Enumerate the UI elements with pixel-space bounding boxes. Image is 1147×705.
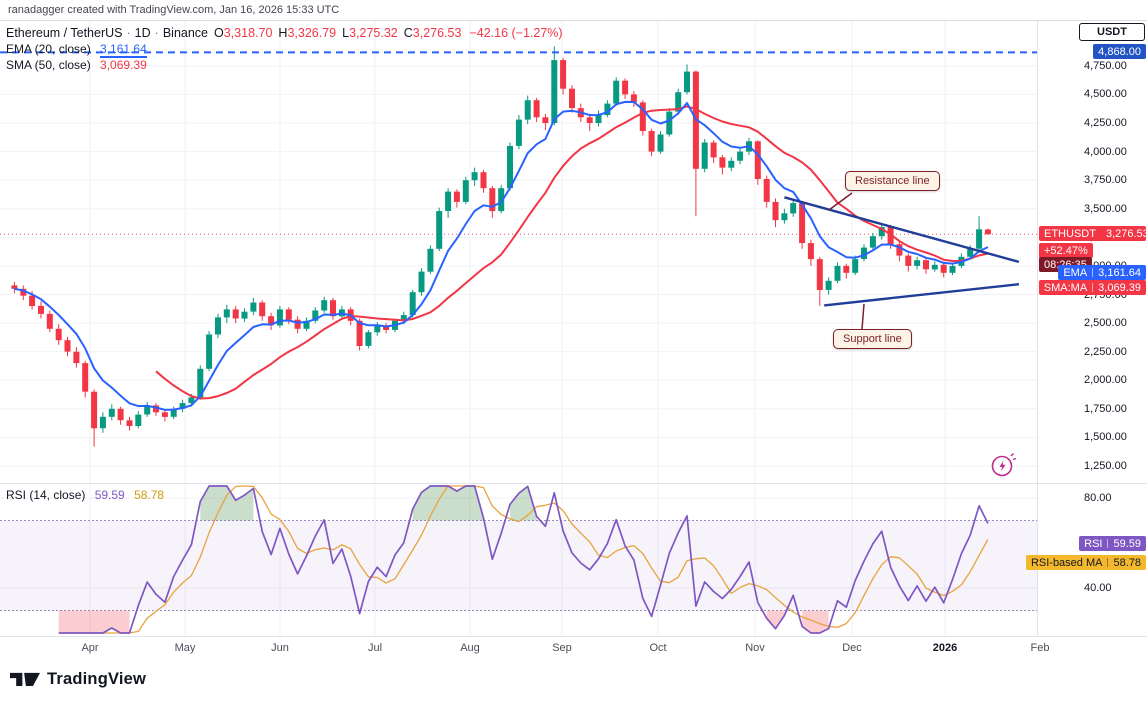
time-axis[interactable]: Apr May Jun Jul Aug Sep Oct Nov Dec 2026 Feb xyxy=(0,636,1147,659)
ema-badge-label: EMA xyxy=(1063,266,1088,279)
last-badge-price: 3,276.53 xyxy=(1105,227,1147,240)
change-value: −42.16 (−1.27%) xyxy=(469,26,563,40)
time-axis-label: Dec xyxy=(842,642,862,654)
ema-badge-value: 3,161.64 xyxy=(1098,266,1141,279)
price-tick-label: 1,250.00 xyxy=(1084,460,1127,472)
separator: · xyxy=(154,26,159,40)
badge-divider xyxy=(1092,268,1094,277)
ohlc-high-label: H xyxy=(278,26,288,40)
attribution-text: ranadagger created with TradingView.com,… xyxy=(8,4,340,16)
badge-divider xyxy=(1092,283,1094,292)
rsi-ma-badge-value: 58.78 xyxy=(1113,556,1141,569)
change-percent-badge: +52.47% xyxy=(1039,243,1093,258)
rsi-chart-canvas[interactable] xyxy=(0,483,1037,636)
rsi-badge-label: RSI xyxy=(1084,537,1103,550)
time-axis-label: Aug xyxy=(460,642,480,654)
ohlc-open-value: 3,318.70 xyxy=(223,26,273,40)
tradingview-wordmark[interactable]: TradingView xyxy=(47,669,147,688)
time-axis-label: Apr xyxy=(81,642,99,654)
chart-frame: Ethereum / TetherUS · 1D · Binance O3,318.70 H… xyxy=(0,20,1147,659)
ath-price-badge: 4,868.00 xyxy=(1093,44,1146,59)
price-axis-column[interactable]: USDT 4,750.00 4,500.00 4,250.00 4,000.00 3,7… xyxy=(1025,21,1147,636)
time-axis-label: 2026 xyxy=(932,642,958,654)
tradingview-logo-icon[interactable] xyxy=(10,668,40,690)
lightning-icon[interactable] xyxy=(989,451,1017,479)
rsi-value: 59.59 xyxy=(94,488,125,502)
badge-divider xyxy=(1107,558,1109,567)
price-tick-label: 1,500.00 xyxy=(1084,431,1127,443)
time-axis-label: Sep xyxy=(552,642,572,654)
ema-price-badge: EMA 3,161.64 xyxy=(1058,265,1146,280)
ohlc-close-value: 3,276.53 xyxy=(412,26,462,40)
ema-legend-row[interactable]: EMA (20, close) 3,161.64 xyxy=(6,41,563,58)
price-tick-label: 2,250.00 xyxy=(1084,346,1127,358)
price-tick-label: 1,750.00 xyxy=(1084,403,1127,415)
last-price-badge: ETHUSDT 3,276.53 xyxy=(1039,226,1147,241)
ohlc-close-label: C xyxy=(403,26,413,40)
time-axis-label: Nov xyxy=(745,642,765,654)
symbol-title: Ethereum / TetherUS xyxy=(6,26,123,40)
time-axis-label: Feb xyxy=(1030,642,1050,654)
rsi-legend-row[interactable]: RSI (14, close) 59.59 58.78 xyxy=(6,488,164,502)
price-tick-label: 2,500.00 xyxy=(1084,317,1127,329)
time-axis-label: May xyxy=(174,642,196,654)
ema-value: 3,161.64 xyxy=(100,42,147,58)
sma-price-badge: SMA:MA 3,069.39 xyxy=(1038,280,1146,295)
rsi-tick-label: 40.00 xyxy=(1084,582,1112,594)
price-chart-canvas[interactable] xyxy=(0,21,1037,483)
sma-legend-row[interactable]: SMA (50, close) 3,069.39 xyxy=(6,57,563,73)
rsi-tick-label: 80.00 xyxy=(1084,492,1112,504)
time-axis-label: Jun xyxy=(271,642,289,654)
panel-divider xyxy=(0,483,1147,484)
rsi-ma-badge-label: RSI-based MA xyxy=(1030,556,1103,569)
exchange-label: Binance xyxy=(162,26,209,40)
price-tick-label: 4,500.00 xyxy=(1084,88,1127,100)
price-tick-label: 4,250.00 xyxy=(1084,117,1127,129)
rsi-value-badge: RSI 59.59 xyxy=(1079,536,1146,551)
separator: · xyxy=(126,26,131,40)
rsi-ma-value-badge: RSI-based MA 58.78 xyxy=(1025,555,1146,570)
time-axis-label: Jul xyxy=(367,642,383,654)
sma-value: 3,069.39 xyxy=(100,58,147,72)
rsi-label: RSI (14, close) xyxy=(6,488,86,502)
time-axis-label: Oct xyxy=(649,642,667,654)
currency-label: USDT xyxy=(1079,23,1145,41)
resistance-callout[interactable]: Resistance line xyxy=(845,171,940,191)
ohlc-open-label: O xyxy=(214,26,224,40)
sma-badge-value: 3,069.39 xyxy=(1098,281,1141,294)
price-tick-label: 3,750.00 xyxy=(1084,174,1127,186)
support-callout[interactable]: Support line xyxy=(833,329,912,349)
ohlc-low-label: L xyxy=(342,26,350,40)
ohlc-low-value: 3,275.32 xyxy=(349,26,398,40)
footer-brand: TradingView xyxy=(10,668,146,690)
rsi-ma-value: 58.78 xyxy=(134,488,165,502)
symbol-legend: Ethereum / TetherUS · 1D · Binance O3,318.70 H… xyxy=(6,25,563,73)
ohlc-high-value: 3,326.79 xyxy=(287,26,337,40)
price-tick-label: 4,000.00 xyxy=(1084,146,1127,158)
ema-label: EMA (20, close) xyxy=(6,42,91,56)
chart-plot-area[interactable]: Ethereum / TetherUS · 1D · Binance O3,318.70 H… xyxy=(0,21,1037,636)
sma-badge-label: SMA:MA xyxy=(1043,281,1088,294)
interval-label: 1D xyxy=(134,26,151,40)
price-tick-label: 2,000.00 xyxy=(1084,374,1127,386)
rsi-badge-value: 59.59 xyxy=(1113,537,1141,550)
sma-label: SMA (50, close) xyxy=(6,58,91,72)
price-tick-label: 4,750.00 xyxy=(1084,60,1127,72)
symbol-row[interactable]: Ethereum / TetherUS · 1D · Binance O3,318.70 H… xyxy=(6,25,563,41)
price-tick-label: 3,500.00 xyxy=(1084,203,1127,215)
last-badge-symbol: ETHUSDT xyxy=(1044,227,1096,240)
badge-divider xyxy=(1107,539,1109,548)
